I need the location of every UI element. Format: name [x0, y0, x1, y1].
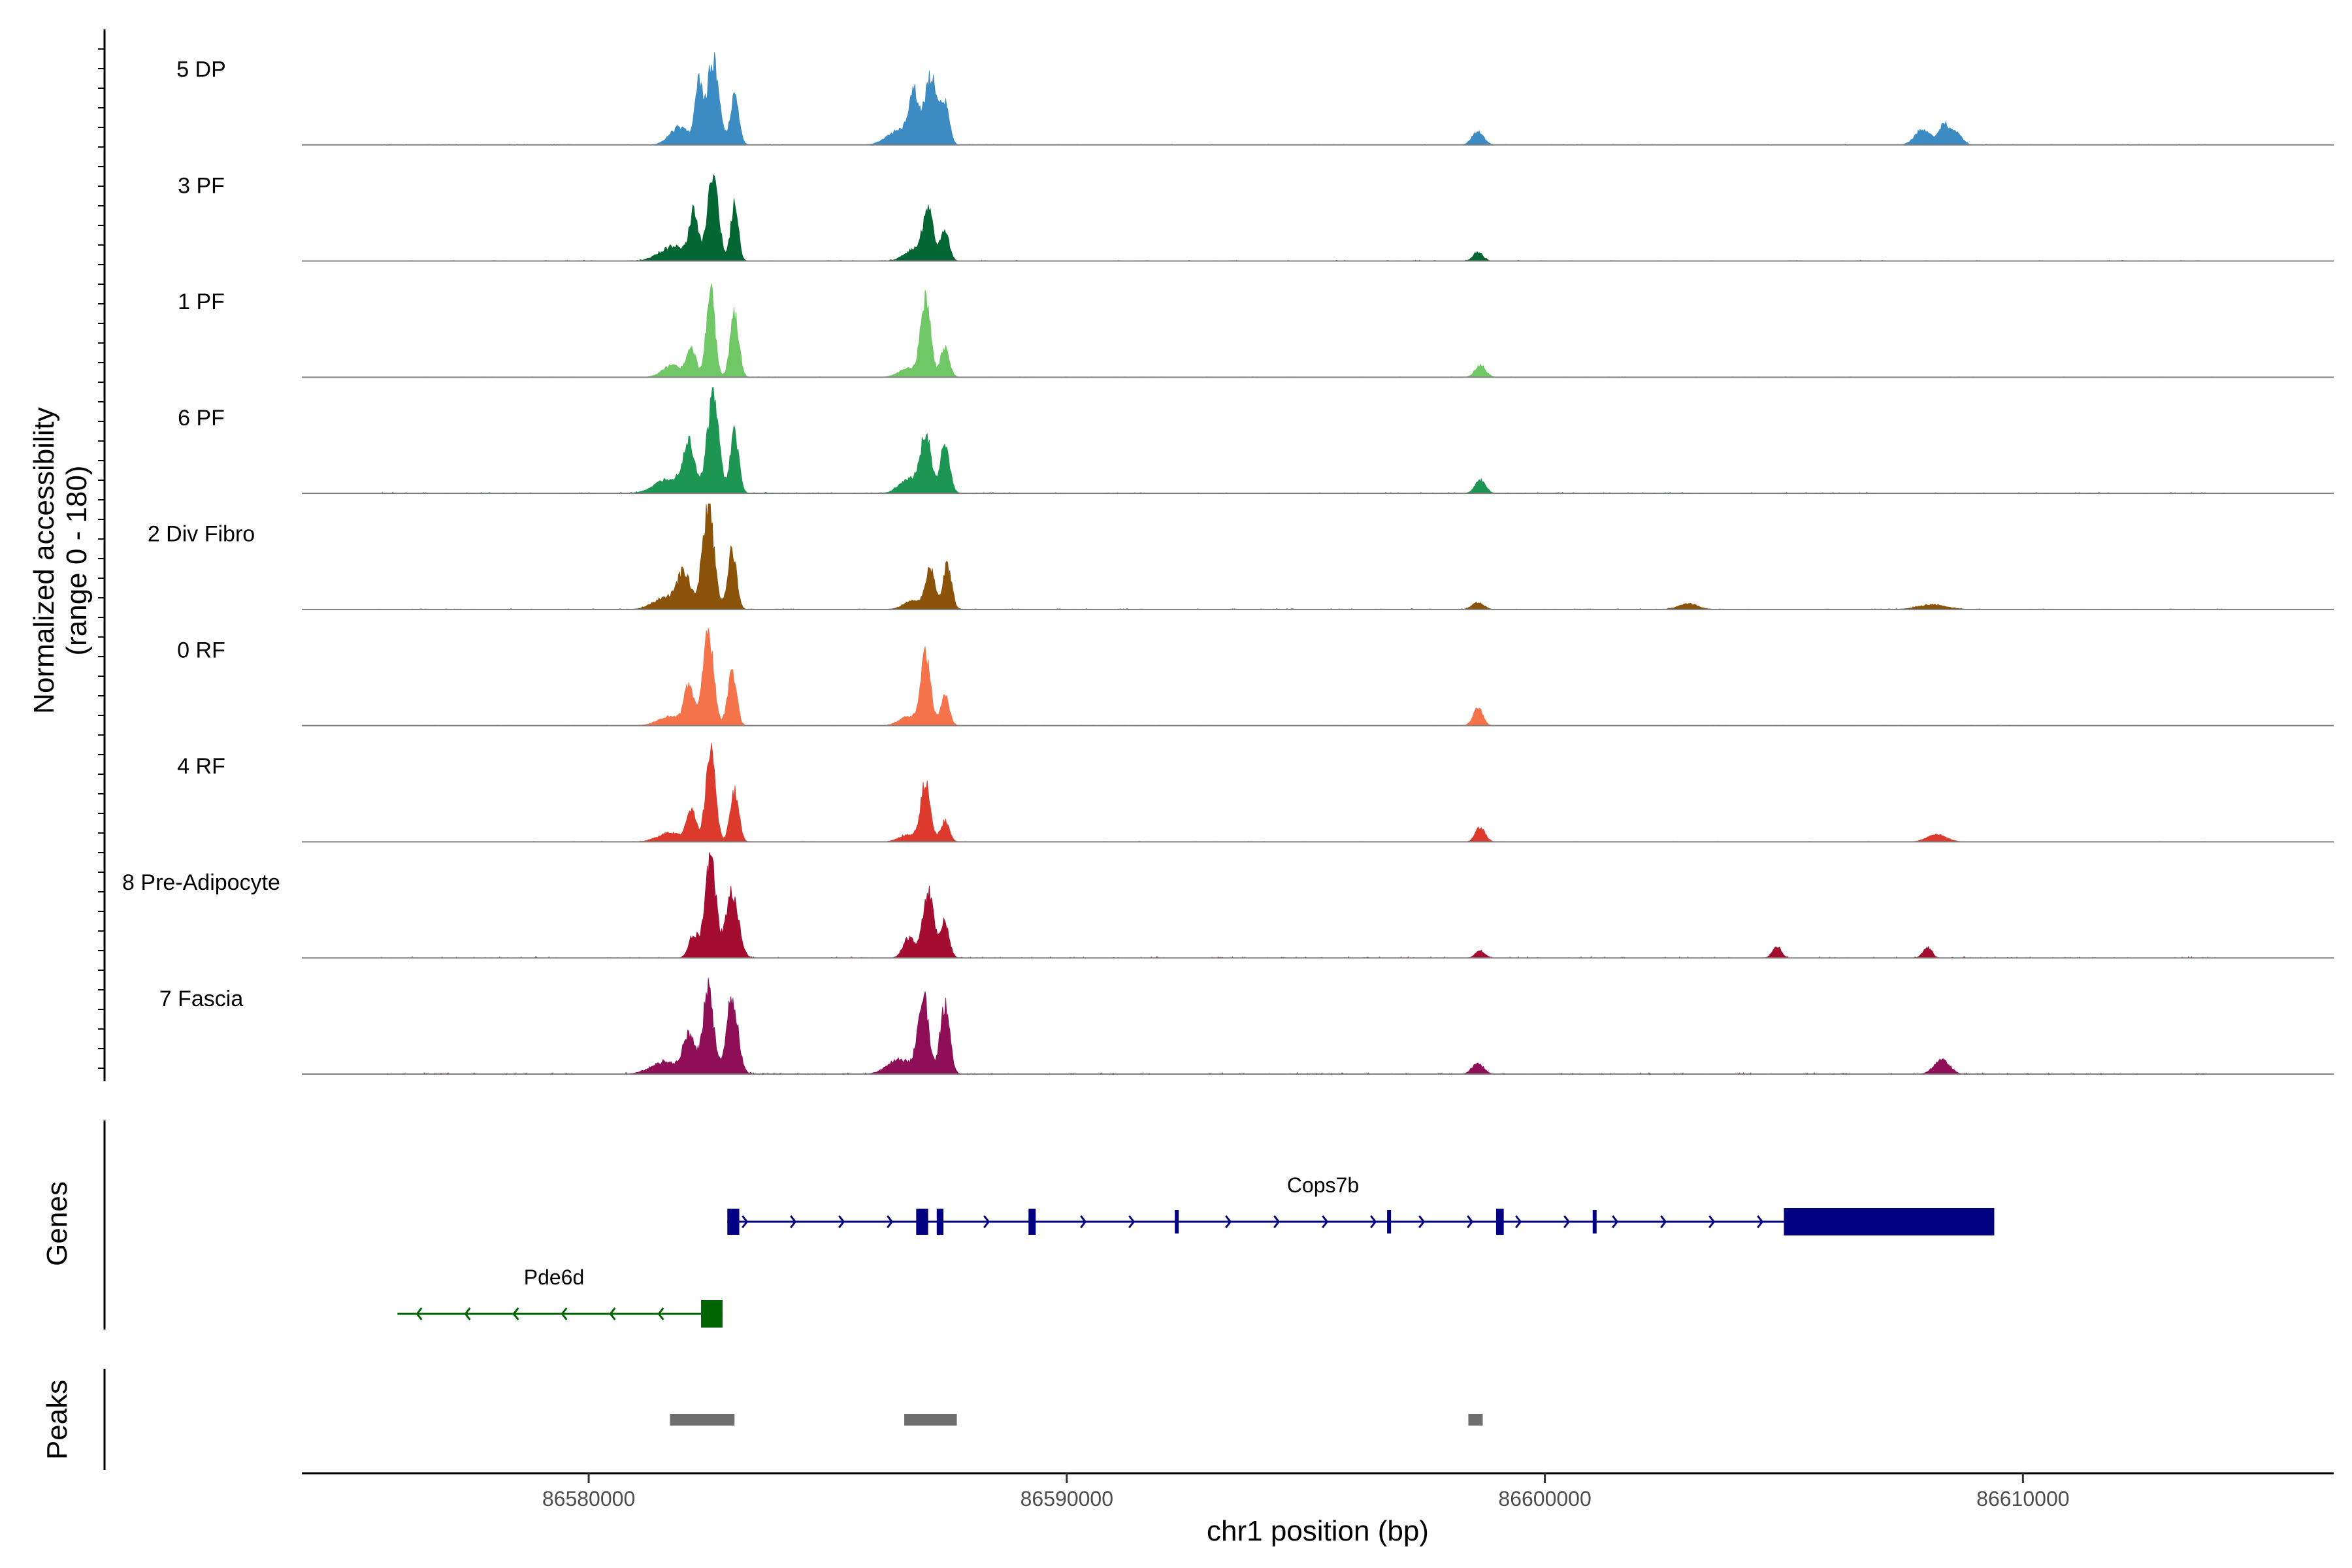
- gene-direction-chevron: [983, 1215, 990, 1228]
- peaks-track-title: Peaks: [41, 1380, 73, 1460]
- peak-region: [1468, 1414, 1483, 1426]
- coverage-area: [373, 627, 2229, 727]
- coverage-track: 6 PF: [178, 387, 2334, 495]
- gene-exon: [916, 1209, 928, 1235]
- gene-model: Cops7b: [727, 1173, 1995, 1235]
- coverage-track-label: 4 RF: [177, 754, 225, 779]
- gene-name-label: Pde6d: [524, 1266, 585, 1289]
- gene-direction-chevron: [1757, 1215, 1764, 1228]
- gene-direction-chevron: [512, 1307, 519, 1320]
- coverage-area: [373, 742, 2229, 842]
- gene-direction-chevron: [887, 1215, 894, 1228]
- coverage-y-axis-range: (range 0 - 180): [61, 465, 93, 655]
- gene-model: Pde6d: [397, 1266, 723, 1328]
- coverage-area: [373, 387, 2229, 494]
- gene-direction-chevron: [1660, 1215, 1667, 1228]
- gene-direction-chevron: [742, 1215, 749, 1228]
- coverage-track-label: 2 Div Fibro: [148, 522, 255, 547]
- gene-name-label: Cops7b: [1287, 1173, 1359, 1197]
- coverage-panel: 5 DP 3 PF 1 PF 6 PF 2 Div Fibro 0 RF 4 RF 8 Pre…: [98, 29, 2334, 1081]
- gene-direction-chevron: [1080, 1215, 1087, 1228]
- peaks-panel: [103, 1369, 1483, 1470]
- gene-direction-chevron: [464, 1307, 471, 1320]
- coverage-area: [373, 52, 2229, 146]
- genes-track-title: Genes: [41, 1181, 73, 1266]
- gene-exon: [1784, 1208, 1995, 1235]
- coverage-track: 1 PF: [178, 283, 2334, 378]
- gene-direction-chevron: [1612, 1215, 1619, 1228]
- gene-exon: [1495, 1209, 1504, 1235]
- gene-direction-chevron: [1370, 1215, 1377, 1228]
- coverage-track-label: 6 PF: [178, 406, 225, 431]
- x-axis-tick-label: 86590000: [1021, 1487, 1113, 1511]
- coverage-track: 0 RF: [177, 627, 2334, 727]
- peak-region: [670, 1414, 735, 1426]
- gene-exon: [727, 1209, 740, 1235]
- coverage-track: 5 DP: [176, 52, 2334, 146]
- gene-exon: [1592, 1210, 1597, 1233]
- coverage-track: 4 RF: [177, 742, 2334, 843]
- gene-direction-chevron: [657, 1307, 664, 1320]
- coverage-area: [373, 977, 2229, 1075]
- gene-direction-chevron: [609, 1307, 616, 1320]
- gene-direction-chevron: [838, 1215, 845, 1228]
- x-axis-tick-label: 86600000: [1498, 1487, 1591, 1511]
- gene-direction-chevron: [1225, 1215, 1232, 1228]
- gene-exon: [1028, 1209, 1036, 1235]
- coverage-area: [373, 174, 2229, 262]
- gene-direction-chevron: [1128, 1215, 1135, 1228]
- coverage-track: 7 Fascia: [159, 977, 2334, 1075]
- coverage-track-label: 3 PF: [178, 173, 225, 198]
- x-axis: 86580000 86590000 86600000 86610000: [302, 1472, 2334, 1511]
- coverage-area: [373, 503, 2229, 610]
- gene-exon: [1387, 1210, 1392, 1233]
- gene-direction-chevron: [416, 1307, 423, 1320]
- gene-exon: [701, 1300, 723, 1328]
- x-axis-tick-label: 86610000: [1976, 1487, 2069, 1511]
- coverage-area: [373, 283, 2229, 378]
- coverage-track: 2 Div Fibro: [148, 503, 2334, 610]
- coverage-track-label: 5 DP: [176, 57, 226, 82]
- coverage-track-label: 1 PF: [178, 289, 225, 314]
- x-axis-title: chr1 position (bp): [1207, 1515, 1429, 1547]
- coverage-y-axis-title: Normalized accessibility: [28, 407, 60, 713]
- gene-direction-chevron: [1273, 1215, 1281, 1228]
- gene-direction-chevron: [790, 1215, 797, 1228]
- gene-direction-chevron: [1322, 1215, 1329, 1228]
- coverage-track-label: 8 Pre-Adipocyte: [122, 870, 280, 895]
- gene-direction-chevron: [1563, 1215, 1571, 1228]
- gene-direction-chevron: [1515, 1215, 1522, 1228]
- gene-direction-chevron: [1467, 1215, 1474, 1228]
- gene-direction-chevron: [561, 1307, 568, 1320]
- coverage-area: [373, 852, 2229, 958]
- coverage-track-label: 7 Fascia: [159, 987, 244, 1011]
- x-axis-tick-label: 86580000: [542, 1487, 635, 1511]
- coverage-track: 3 PF: [178, 173, 2334, 262]
- gene-exon: [936, 1209, 944, 1235]
- coverage-track-label: 0 RF: [177, 638, 225, 662]
- coverage-track: 8 Pre-Adipocyte: [122, 852, 2334, 959]
- gene-direction-chevron: [1708, 1215, 1716, 1228]
- genes-panel: Cops7b Pde6d: [103, 1120, 1995, 1330]
- peak-region: [904, 1414, 957, 1426]
- gene-direction-chevron: [1418, 1215, 1426, 1228]
- gene-exon: [1175, 1210, 1179, 1233]
